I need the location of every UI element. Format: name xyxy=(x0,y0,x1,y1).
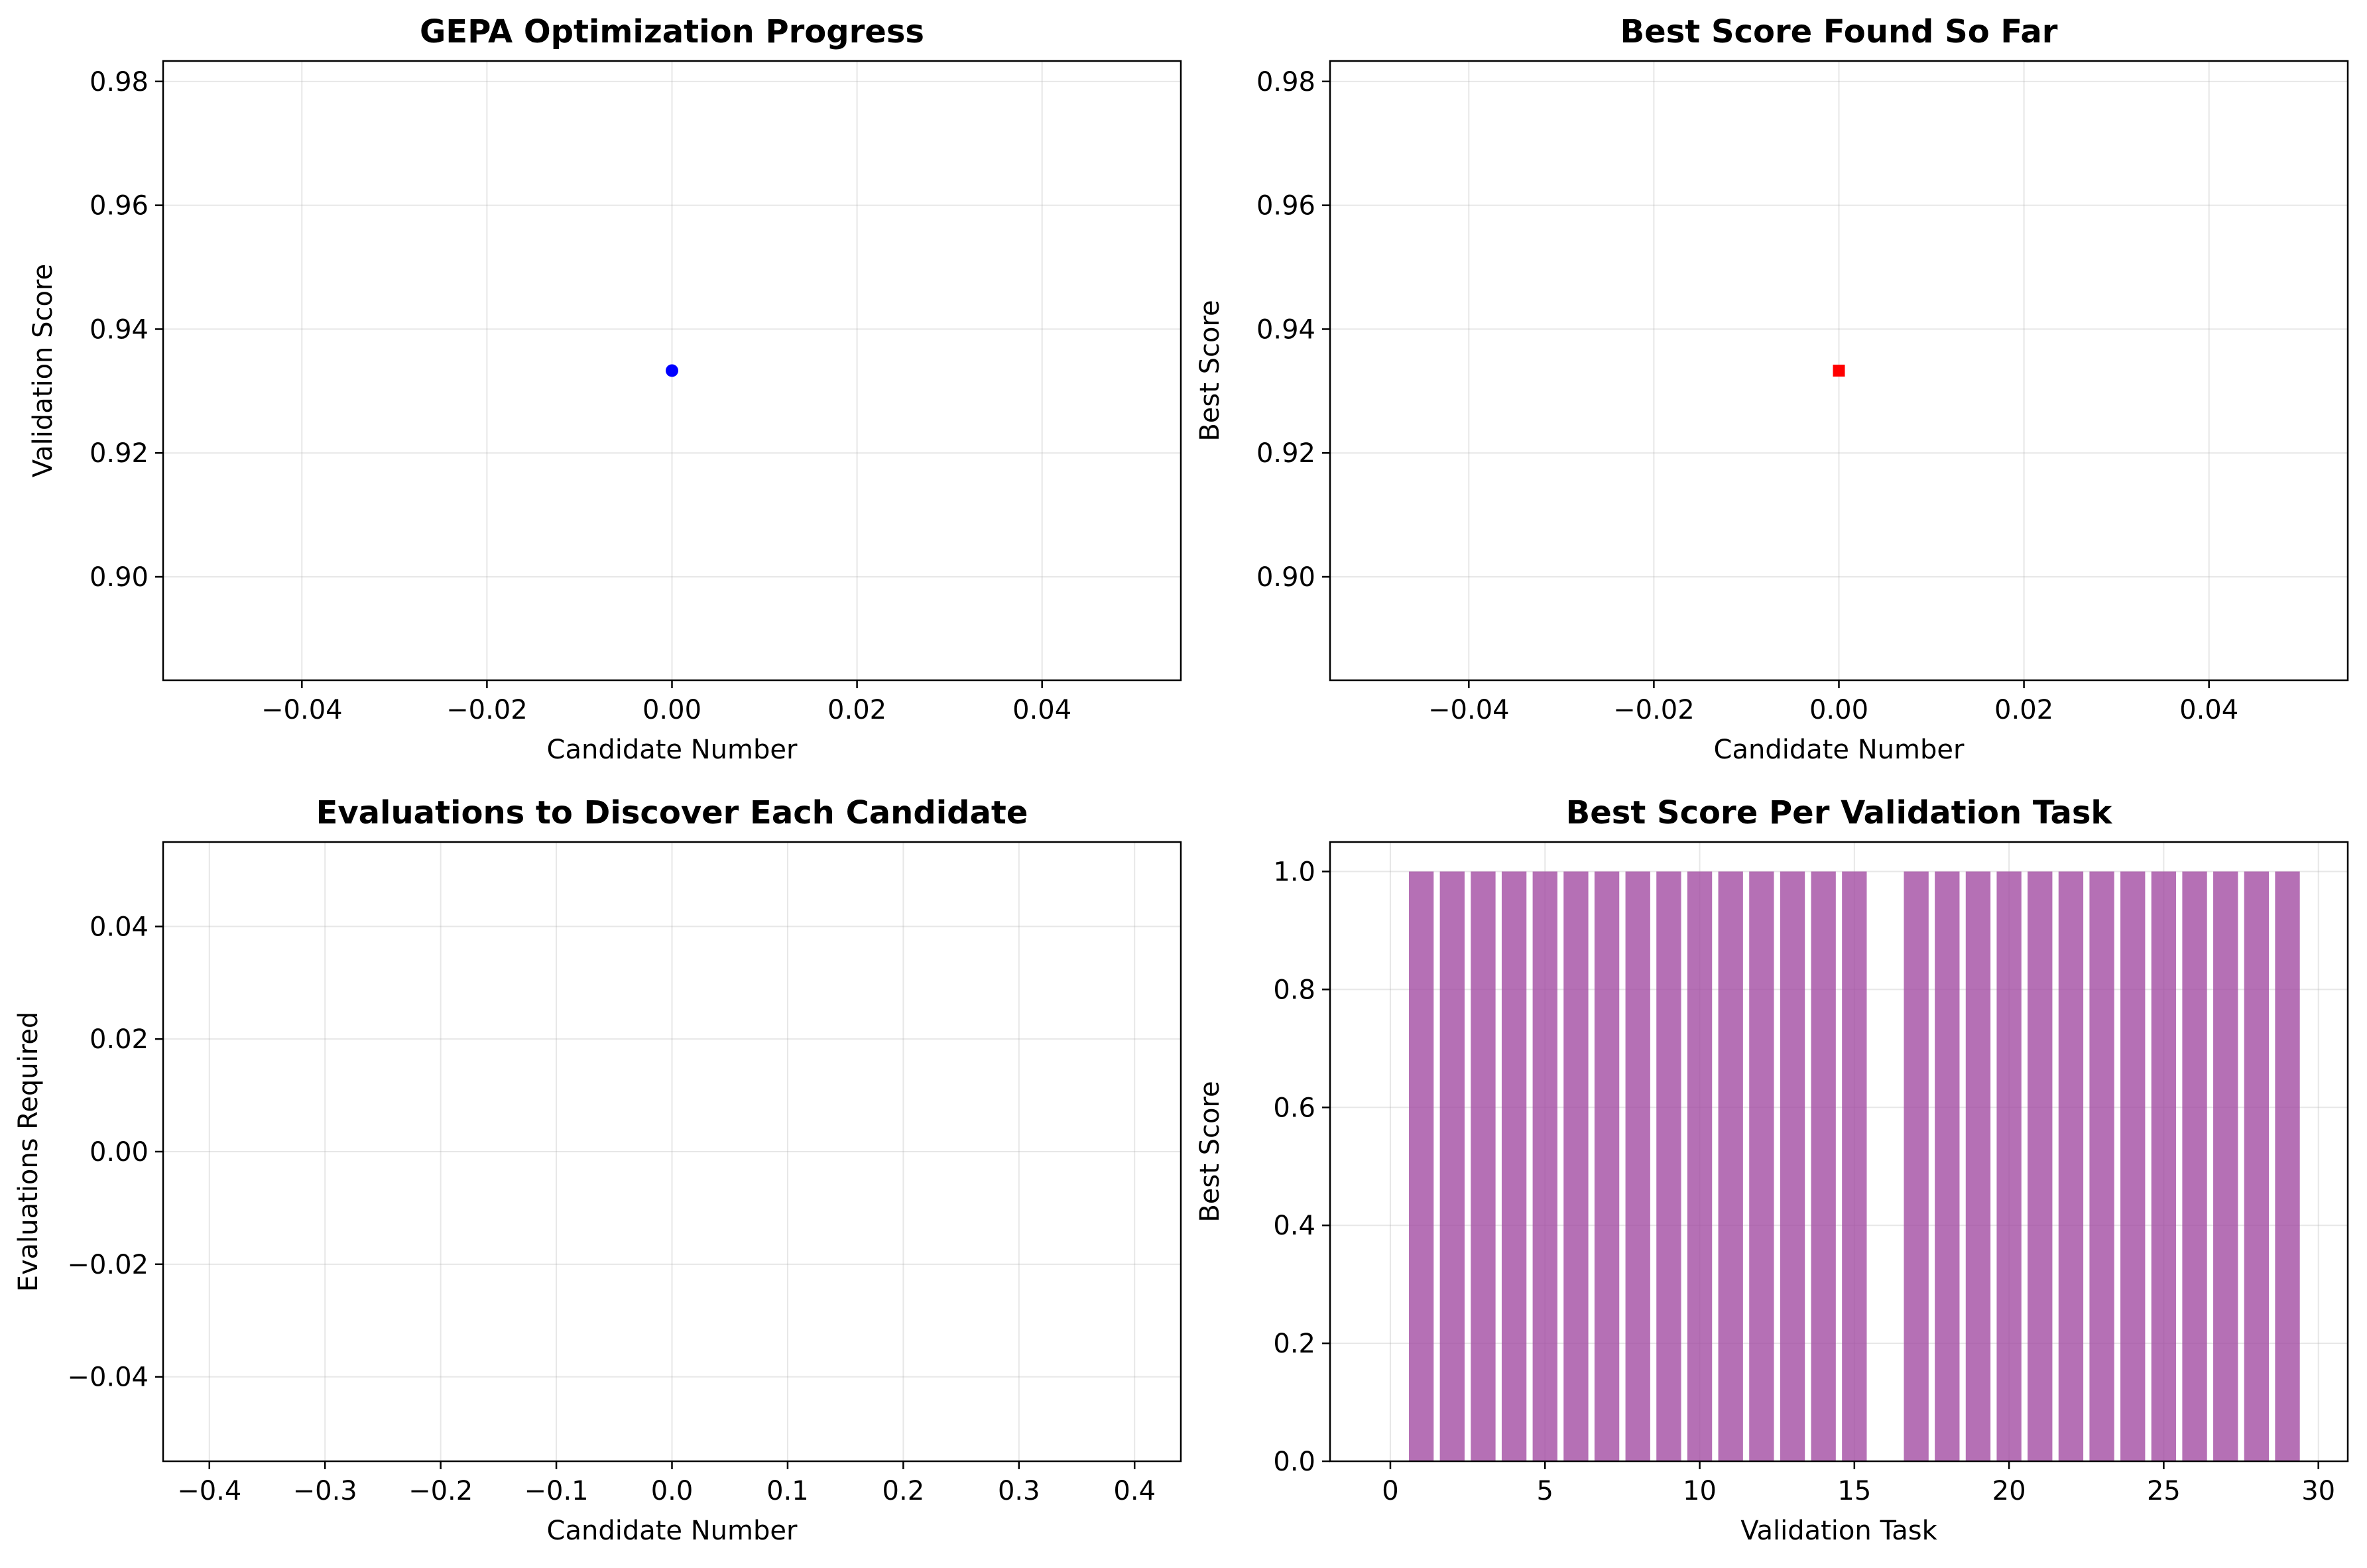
x-tick-label: 0.4 xyxy=(1113,1476,1156,1506)
bar xyxy=(1811,871,1836,1461)
y-tick-label: 0.94 xyxy=(90,314,149,345)
chart-title: GEPA Optimization Progress xyxy=(420,13,924,50)
y-tick-label: 0.98 xyxy=(1256,67,1315,97)
y-tick-label: 0.0 xyxy=(1273,1447,1315,1477)
y-tick-label: 0.92 xyxy=(90,438,149,469)
bar xyxy=(1563,871,1589,1461)
bar xyxy=(1501,871,1527,1461)
y-tick-label: 0.00 xyxy=(90,1137,149,1168)
x-tick-label: −0.04 xyxy=(261,695,343,725)
x-tick-label: 0.3 xyxy=(998,1476,1040,1506)
x-tick-label: 0.02 xyxy=(827,695,886,725)
x-tick-label: −0.02 xyxy=(446,695,528,725)
y-tick-label: 1.0 xyxy=(1273,857,1315,887)
y-tick-label: −0.02 xyxy=(67,1250,149,1280)
y-tick-label: 0.2 xyxy=(1273,1329,1315,1359)
y-tick-label: 0.96 xyxy=(1256,191,1315,221)
bar xyxy=(1749,871,1774,1461)
x-tick-label: 30 xyxy=(2301,1476,2335,1506)
bar xyxy=(1594,871,1620,1461)
bar xyxy=(2244,871,2270,1461)
chart-panel-2: −0.04 −0.02 0.00 0.02 0.04 0.90 0.92 0.94 0.96 0.… xyxy=(1195,13,2349,765)
bar xyxy=(2182,871,2207,1461)
y-tick-label: 0.02 xyxy=(90,1024,149,1055)
x-tick-label: 0.04 xyxy=(1012,695,1071,725)
bar xyxy=(1656,871,1681,1461)
x-tick-label: −0.4 xyxy=(177,1476,241,1506)
x-tick-label: 15 xyxy=(1837,1476,1871,1506)
chart-panel-1: −0.04 −0.02 0.00 0.02 0.04 0.90 0.92 0.94 0.96 0.… xyxy=(28,13,1182,765)
x-tick-label: −0.2 xyxy=(408,1476,473,1506)
x-tick-label: 0.02 xyxy=(1994,695,2053,725)
x-tick-label: −0.1 xyxy=(524,1476,588,1506)
x-axis-label: Candidate Number xyxy=(547,735,798,765)
bar xyxy=(1780,871,1805,1461)
y-tick-label: 0.92 xyxy=(1256,438,1315,469)
bar xyxy=(1904,871,1929,1461)
x-tick-label: 0 xyxy=(1382,1476,1398,1506)
y-tick-label: 0.98 xyxy=(90,67,149,97)
x-tick-label: 0.1 xyxy=(766,1476,809,1506)
data-point-circle xyxy=(666,364,678,377)
x-tick-label: −0.02 xyxy=(1613,695,1695,725)
y-tick-label: 0.4 xyxy=(1273,1211,1315,1241)
x-tick-label: −0.3 xyxy=(293,1476,357,1506)
y-tick-label: 0.90 xyxy=(1256,562,1315,593)
x-tick-label: 20 xyxy=(1992,1476,2026,1506)
bar xyxy=(1408,871,1434,1461)
x-axis-label: Candidate Number xyxy=(547,1516,798,1546)
bar xyxy=(1996,871,2022,1461)
bar xyxy=(2089,871,2114,1461)
x-tick-label: 10 xyxy=(1683,1476,1717,1506)
y-tick-label: 0.90 xyxy=(90,562,149,593)
y-axis-label: Best Score xyxy=(1195,300,1225,441)
chart-title: Evaluations to Discover Each Candidate xyxy=(316,794,1028,831)
y-tick-label: 0.94 xyxy=(1256,314,1315,345)
x-tick-label: 0.00 xyxy=(642,695,701,725)
x-axis-label: Candidate Number xyxy=(1714,735,1965,765)
bar xyxy=(1625,871,1650,1461)
bar xyxy=(1935,871,1960,1461)
y-tick-label: −0.04 xyxy=(67,1362,149,1393)
x-tick-label: 0.2 xyxy=(882,1476,925,1506)
chart-panel-4: 0 5 10 15 20 25 30 0.0 0.2 0.4 0.6 0.8 1.0 Best Score… xyxy=(1195,794,2349,1546)
bar xyxy=(1687,871,1713,1461)
bar xyxy=(1471,871,1496,1461)
x-tick-label: −0.04 xyxy=(1428,695,1510,725)
axes-frame xyxy=(1329,841,2349,1463)
y-axis-label: Evaluations Required xyxy=(13,1012,44,1292)
chart-title: Best Score Per Validation Task xyxy=(1566,794,2113,831)
x-tick-label: 5 xyxy=(1537,1476,1553,1506)
y-tick-label: 0.8 xyxy=(1273,975,1315,1005)
x-tick-label: 0.00 xyxy=(1809,695,1868,725)
chart-panel-3: −0.4 −0.3 −0.2 −0.1 0.0 0.1 0.2 0.3 0.4 −0.04 −0.0… xyxy=(13,794,1182,1546)
chart-title: Best Score Found So Far xyxy=(1620,13,2058,50)
bar xyxy=(2275,871,2300,1461)
x-axis-label: Validation Task xyxy=(1740,1516,1937,1546)
bar xyxy=(2213,871,2238,1461)
data-point-square xyxy=(1833,365,1845,377)
bar xyxy=(2151,871,2177,1461)
x-tick-label: 25 xyxy=(2147,1476,2181,1506)
bar xyxy=(2028,871,2053,1461)
bar xyxy=(1965,871,1991,1461)
y-tick-label: 0.6 xyxy=(1273,1093,1315,1123)
bar xyxy=(1532,871,1557,1461)
bar xyxy=(1439,871,1465,1461)
bar xyxy=(2120,871,2146,1461)
x-tick-label: 0.0 xyxy=(651,1476,694,1506)
y-tick-label: 0.04 xyxy=(90,912,149,942)
x-tick-label: 0.04 xyxy=(2179,695,2238,725)
bar xyxy=(1842,871,1867,1461)
y-tick-label: 0.96 xyxy=(90,191,149,221)
bar xyxy=(1718,871,1743,1461)
bar xyxy=(2058,871,2084,1461)
y-axis-label: Validation Score xyxy=(28,264,58,477)
y-axis-label: Best Score xyxy=(1195,1081,1225,1222)
